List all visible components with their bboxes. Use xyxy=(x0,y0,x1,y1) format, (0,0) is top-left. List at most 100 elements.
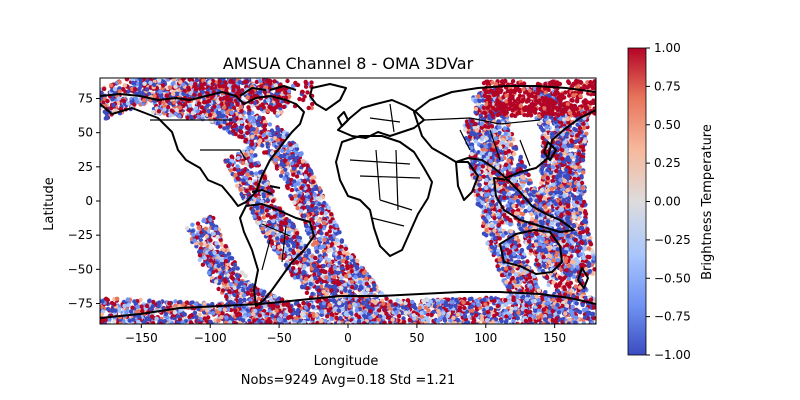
observation-point xyxy=(189,67,193,71)
observation-point xyxy=(364,276,369,281)
observation-point xyxy=(190,229,195,234)
observation-point xyxy=(279,238,285,243)
observation-point xyxy=(207,263,212,268)
observation-point xyxy=(256,296,262,301)
observation-point xyxy=(212,113,217,118)
observation-point xyxy=(196,68,200,72)
observation-point xyxy=(214,279,219,284)
observation-point xyxy=(530,232,535,237)
observation-point xyxy=(480,135,485,140)
observation-point xyxy=(361,270,367,276)
observation-point xyxy=(229,110,234,116)
observation-point xyxy=(249,163,254,168)
observation-point xyxy=(533,219,539,224)
observation-point xyxy=(306,231,311,236)
observation-point xyxy=(256,90,261,95)
observation-point xyxy=(253,130,259,135)
observation-point xyxy=(189,115,194,120)
observation-point xyxy=(511,203,516,208)
observation-point xyxy=(326,205,332,210)
observation-point xyxy=(213,226,218,232)
observation-point xyxy=(170,67,174,71)
observation-point xyxy=(191,232,196,237)
observation-point xyxy=(224,294,229,299)
observation-point xyxy=(358,286,363,292)
observation-point xyxy=(94,91,98,95)
observation-point xyxy=(502,126,507,131)
observation-point xyxy=(484,233,489,238)
observation-point xyxy=(345,251,350,256)
observation-point xyxy=(302,264,307,269)
observation-point xyxy=(117,80,122,85)
observation-point xyxy=(336,270,341,276)
observation-point xyxy=(156,109,162,114)
observation-point xyxy=(230,276,235,281)
observation-point xyxy=(274,164,279,169)
observation-point xyxy=(254,171,259,176)
observation-point xyxy=(253,161,258,167)
observation-point xyxy=(272,325,276,329)
observation-point xyxy=(239,130,244,135)
observation-point xyxy=(252,214,257,219)
observation-point xyxy=(251,119,256,124)
observation-point xyxy=(229,154,234,159)
observation-point xyxy=(224,266,229,271)
observation-point xyxy=(241,178,246,183)
observation-point xyxy=(220,288,226,293)
observation-point xyxy=(167,71,171,75)
observation-point xyxy=(487,142,492,148)
observation-point xyxy=(486,215,491,220)
observation-point xyxy=(345,263,350,269)
observation-point xyxy=(477,182,482,187)
observation-point xyxy=(168,69,172,73)
observation-point xyxy=(189,65,193,69)
observation-point xyxy=(300,196,306,201)
observation-point xyxy=(230,271,236,276)
observation-point xyxy=(162,107,167,112)
observation-point xyxy=(313,245,319,251)
observation-point xyxy=(299,185,304,191)
observation-point xyxy=(339,238,345,243)
observation-point xyxy=(317,236,322,242)
observation-point xyxy=(528,248,534,253)
observation-point xyxy=(216,286,221,292)
observation-point xyxy=(294,143,299,148)
observation-point xyxy=(257,115,262,120)
observation-point xyxy=(520,183,525,188)
observation-point xyxy=(314,241,320,246)
observation-point xyxy=(165,68,169,72)
observation-point xyxy=(287,255,292,260)
observation-point xyxy=(558,281,563,286)
observation-point xyxy=(329,241,335,247)
observation-point xyxy=(202,218,207,223)
observation-point xyxy=(223,244,228,249)
observation-point xyxy=(158,71,162,75)
observation-point xyxy=(184,226,190,231)
observation-point xyxy=(294,163,300,168)
observation-point xyxy=(323,269,328,275)
observation-point xyxy=(217,73,221,77)
observation-point xyxy=(261,133,267,138)
observation-point xyxy=(151,74,155,78)
observation-point xyxy=(172,68,176,72)
observation-point xyxy=(206,66,210,70)
observation-point xyxy=(209,66,213,70)
observation-point xyxy=(208,245,213,250)
observation-point xyxy=(103,116,109,121)
observation-point xyxy=(205,73,209,77)
observation-point xyxy=(332,290,338,296)
observation-point xyxy=(519,159,524,165)
observation-point xyxy=(244,124,250,130)
observation-point xyxy=(470,118,475,124)
observation-point xyxy=(307,194,312,200)
observation-point xyxy=(497,130,502,135)
observation-point xyxy=(516,163,521,168)
observation-point xyxy=(208,238,213,243)
observation-point xyxy=(225,110,230,115)
observation-point xyxy=(317,196,322,201)
observation-point xyxy=(243,273,248,279)
observation-point xyxy=(202,255,207,261)
observation-point xyxy=(242,297,247,303)
observation-point xyxy=(288,247,293,252)
observation-point xyxy=(232,167,237,172)
